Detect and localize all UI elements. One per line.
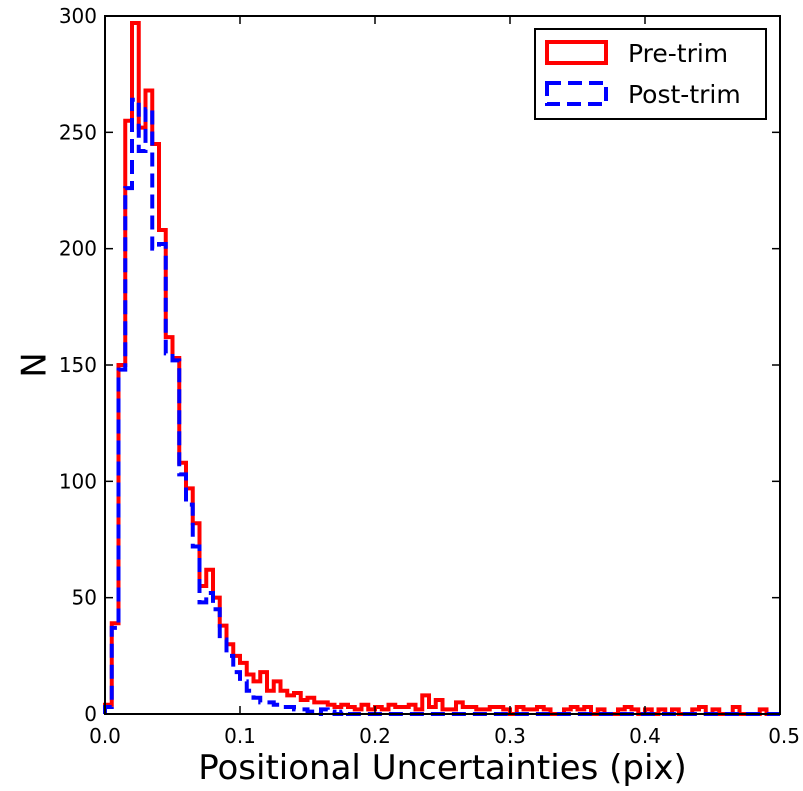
y-tick-labels: 0 50 100 150 200 250 300 bbox=[59, 4, 97, 726]
legend-swatch-pre-trim bbox=[545, 40, 608, 65]
x-axis-title: Positional Uncertainties (pix) bbox=[198, 748, 687, 788]
x-tick-label: 0.2 bbox=[359, 724, 391, 748]
y-tick-label: 100 bbox=[59, 469, 97, 493]
y-tick-label: 200 bbox=[59, 237, 97, 261]
plot-frame bbox=[104, 15, 781, 715]
y-tick-label: 300 bbox=[59, 4, 97, 28]
x-tick-label: 0.0 bbox=[89, 724, 121, 748]
x-tick-label: 0.1 bbox=[224, 724, 256, 748]
legend-swatch-post-trim bbox=[545, 81, 608, 106]
series-pre-trim-step-line bbox=[103, 20, 780, 716]
legend-label-pre-trim: Pre-trim bbox=[628, 39, 728, 68]
y-tick-label: 50 bbox=[72, 586, 97, 610]
x-tick-label: 0.4 bbox=[629, 724, 661, 748]
x-tick-label: 0.5 bbox=[768, 724, 800, 748]
x-tick-label: 0.3 bbox=[494, 724, 526, 748]
histogram-series-layer bbox=[103, 20, 780, 716]
legend: Pre-trim Post-trim bbox=[534, 28, 767, 120]
y-tick-label: 0 bbox=[84, 702, 97, 726]
y-tick-label: 250 bbox=[59, 120, 97, 144]
x-tick-labels: 0.0 0.1 0.2 0.3 0.4 0.5 bbox=[89, 724, 800, 748]
legend-label-post-trim: Post-trim bbox=[628, 80, 741, 109]
y-tick-label: 150 bbox=[59, 353, 97, 377]
series-post-trim-step-line bbox=[103, 97, 780, 716]
axis-ticks bbox=[104, 15, 781, 715]
y-axis-title: N bbox=[15, 352, 55, 377]
